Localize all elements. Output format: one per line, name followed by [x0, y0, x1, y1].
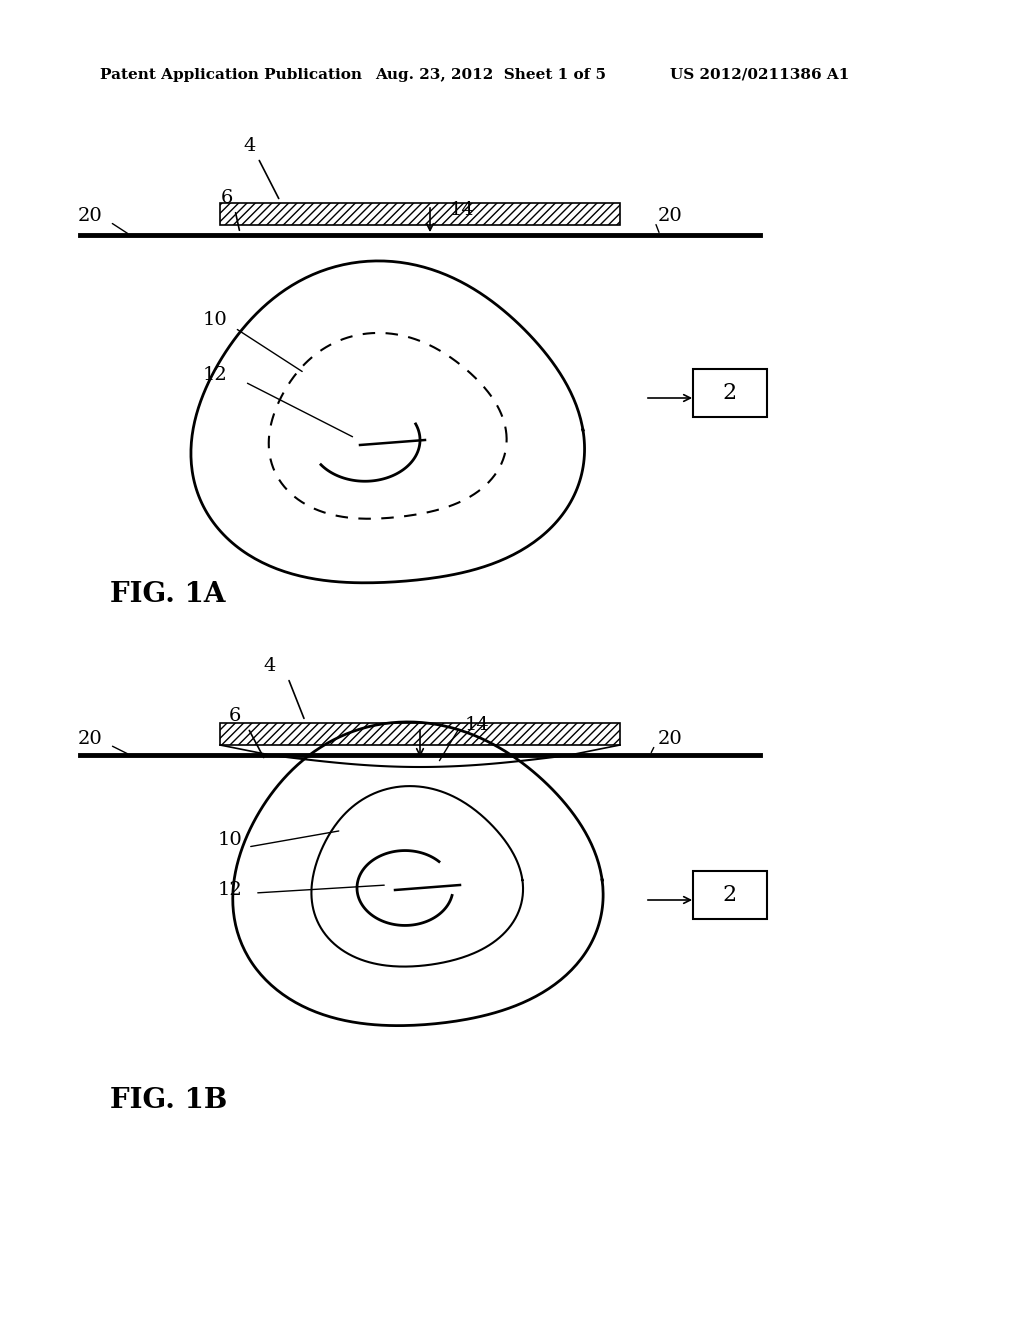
Text: 20: 20 — [78, 730, 102, 748]
Text: 12: 12 — [218, 880, 243, 899]
Text: FIG. 1B: FIG. 1B — [110, 1086, 227, 1114]
Text: Patent Application Publication: Patent Application Publication — [100, 69, 362, 82]
Text: 12: 12 — [203, 366, 227, 384]
Text: 14: 14 — [450, 201, 475, 219]
Text: 20: 20 — [657, 730, 682, 748]
Text: 10: 10 — [218, 832, 243, 849]
Text: 20: 20 — [657, 207, 682, 224]
Text: 14: 14 — [465, 715, 489, 734]
Text: 2: 2 — [723, 884, 737, 906]
Text: 10: 10 — [203, 312, 227, 329]
FancyBboxPatch shape — [693, 871, 767, 919]
Bar — [220, 723, 620, 744]
Text: 2: 2 — [723, 381, 737, 404]
FancyBboxPatch shape — [693, 370, 767, 417]
Text: 6: 6 — [228, 708, 242, 725]
Text: 6: 6 — [221, 189, 233, 207]
Text: 4: 4 — [264, 657, 276, 675]
Text: Aug. 23, 2012  Sheet 1 of 5: Aug. 23, 2012 Sheet 1 of 5 — [375, 69, 606, 82]
Text: US 2012/0211386 A1: US 2012/0211386 A1 — [670, 69, 849, 82]
Text: 20: 20 — [78, 207, 102, 224]
Text: 4: 4 — [244, 137, 256, 154]
Text: FIG. 1A: FIG. 1A — [110, 582, 225, 609]
Bar — [220, 203, 620, 224]
